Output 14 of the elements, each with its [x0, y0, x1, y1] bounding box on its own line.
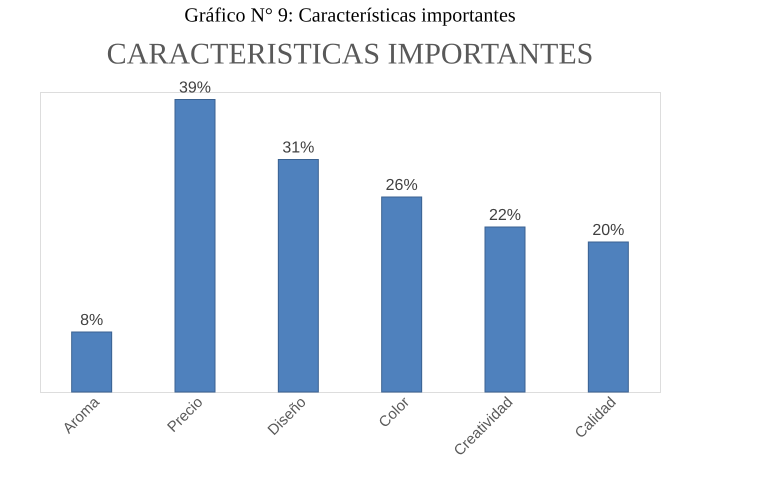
bar — [174, 99, 216, 392]
bar — [278, 159, 319, 392]
data-label: 26% — [386, 177, 418, 194]
data-label: 20% — [592, 222, 624, 239]
data-label: 8% — [80, 312, 104, 329]
data-label: 22% — [488, 207, 522, 224]
chart-title: CARACTERISTICAS IMPORTANTES — [106, 38, 594, 70]
bar — [588, 242, 629, 392]
bar — [484, 226, 526, 392]
bar — [71, 332, 112, 392]
data-label: 31% — [282, 140, 314, 156]
data-label: 39% — [178, 80, 212, 96]
text: Gráfico N° 9: Características importantes — [184, 4, 516, 26]
bar — [381, 196, 422, 392]
